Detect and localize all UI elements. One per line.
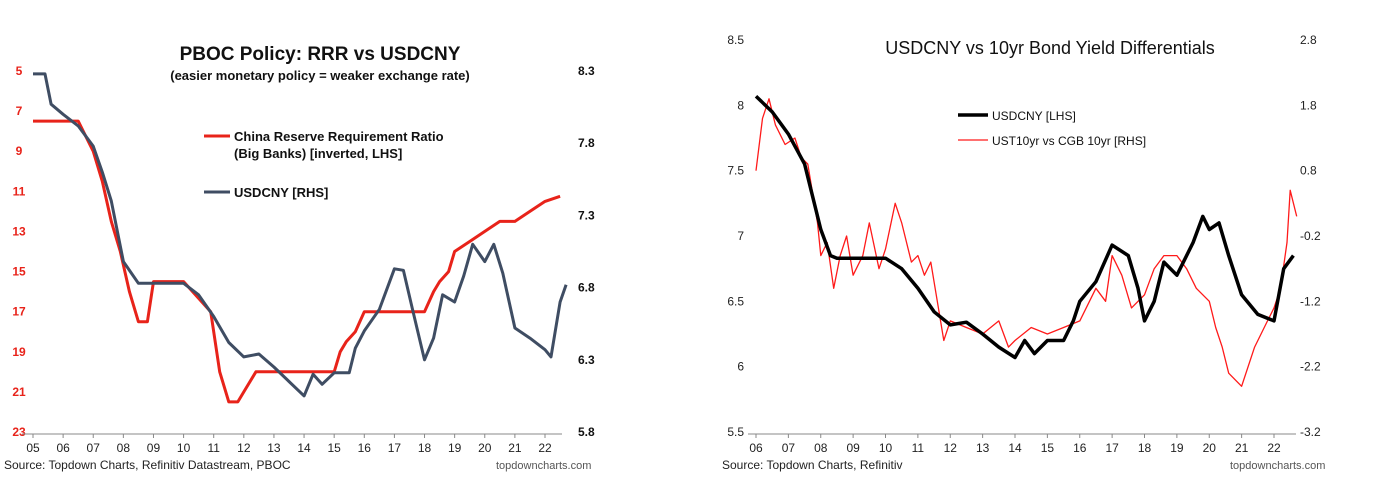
brand-label: topdowncharts.com xyxy=(1230,460,1326,472)
chart-panel-left: PBOC Policy: RRR vs USDCNY (easier moneta… xyxy=(4,44,595,472)
series-line-0 xyxy=(33,119,561,404)
right-axis-tick-label: -0.2 xyxy=(1300,229,1321,243)
legend-label-0-line2: (Big Banks) [inverted, LHS] xyxy=(234,146,402,161)
right-axis-tick-label: -2.2 xyxy=(1300,360,1321,374)
x-axis-tick-label: 17 xyxy=(1105,441,1119,455)
left-axis-tick-label: 13 xyxy=(12,224,26,238)
left-axis-tick-label: 8.5 xyxy=(727,33,744,47)
left-axis-tick-label: 19 xyxy=(12,345,26,359)
left-axis-tick-label: 6 xyxy=(737,360,744,374)
right-axis-tick-label: 7.8 xyxy=(578,136,595,150)
x-axis-tick-label: 19 xyxy=(448,441,462,455)
x-axis-tick-label: 07 xyxy=(782,441,796,455)
chart-subtitle: (easier monetary policy = weaker exchang… xyxy=(170,68,470,83)
x-axis-tick-label: 20 xyxy=(1203,441,1217,455)
brand-label: topdowncharts.com xyxy=(496,460,592,472)
x-axis-tick-label: 17 xyxy=(388,441,402,455)
x-axis-tick-label: 21 xyxy=(1235,441,1249,455)
x-axis-tick-label: 16 xyxy=(1073,441,1087,455)
chart-panel-right: USDCNY vs 10yr Bond Yield Differentials 8… xyxy=(692,0,1384,495)
right-axis-tick-label: -1.2 xyxy=(1300,294,1321,308)
right-axis-tick-label: 2.8 xyxy=(1300,33,1317,47)
left-axis-tick-label: 5 xyxy=(16,64,23,78)
x-axis-tick-label: 15 xyxy=(1041,441,1055,455)
x-axis-tick-label: 05 xyxy=(26,441,40,455)
left-axis-tick-label: 23 xyxy=(12,425,26,439)
x-axis-tick-label: 10 xyxy=(177,441,191,455)
right-axis-tick-label: 6.8 xyxy=(578,281,595,295)
x-axis-tick-label: 18 xyxy=(418,441,432,455)
x-axis-tick-label: 13 xyxy=(267,441,281,455)
x-axis-tick-label: 08 xyxy=(117,441,131,455)
x-axis-tick-label: 08 xyxy=(814,441,828,455)
x-axis-tick-label: 09 xyxy=(846,441,860,455)
x-axis-tick-label: 12 xyxy=(944,441,958,455)
usdcny-vs-yield-chart: USDCNY vs 10yr Bond Yield Differentials 8… xyxy=(727,33,1321,455)
x-axis-tick-label: 09 xyxy=(147,441,161,455)
x-axis-tick-label: 14 xyxy=(1008,441,1022,455)
x-axis-tick-label: 18 xyxy=(1138,441,1152,455)
legend-label-0: China Reserve Requirement Ratio xyxy=(234,129,444,144)
rrr-vs-usdcny-chart: PBOC Policy: RRR vs USDCNY (easier moneta… xyxy=(12,44,595,455)
x-axis-tick-label: 15 xyxy=(327,441,341,455)
x-axis-tick-label: 20 xyxy=(478,441,492,455)
left-axis-tick-label: 17 xyxy=(12,305,26,319)
x-axis-tick-label: 10 xyxy=(879,441,893,455)
x-axis-tick-label: 11 xyxy=(207,441,220,455)
x-axis-tick-label: 16 xyxy=(358,441,372,455)
x-axis-tick-label: 22 xyxy=(538,441,552,455)
x-axis-tick-label: 22 xyxy=(1267,441,1281,455)
legend-label-0: USDCNY [LHS] xyxy=(992,109,1076,123)
left-axis-tick-label: 8 xyxy=(737,98,744,112)
left-axis-tick-label: 6.5 xyxy=(727,294,744,308)
x-axis-tick-label: 06 xyxy=(749,441,763,455)
left-axis-tick-label: 9 xyxy=(16,144,23,158)
left-axis-tick-label: 7.5 xyxy=(727,164,744,178)
chart-title: USDCNY vs 10yr Bond Yield Differentials xyxy=(885,38,1214,58)
chart-title: PBOC Policy: RRR vs USDCNY xyxy=(180,44,461,65)
source-note: Source: Topdown Charts, Refinitiv xyxy=(722,458,903,472)
right-axis-tick-label: -3.2 xyxy=(1300,425,1321,439)
right-axis-tick-label: 7.3 xyxy=(578,208,595,222)
right-axis-tick-label: 5.8 xyxy=(578,425,595,439)
x-axis-tick-label: 07 xyxy=(87,441,101,455)
right-axis-tick-label: 8.3 xyxy=(578,64,595,78)
left-axis-tick-label: 11 xyxy=(13,184,26,198)
legend-label-1: UST10yr vs CGB 10yr [RHS] xyxy=(992,134,1146,148)
source-note: Source: Topdown Charts, Refinitiv Datast… xyxy=(4,458,291,472)
x-axis-tick-label: 21 xyxy=(508,441,522,455)
legend-label-1: USDCNY [RHS] xyxy=(234,185,328,200)
series-line-1 xyxy=(33,72,568,398)
right-axis-tick-label: 6.3 xyxy=(578,353,595,367)
x-axis-tick-label: 12 xyxy=(237,441,251,455)
right-axis-tick-label: 1.8 xyxy=(1300,98,1317,112)
left-axis-tick-label: 21 xyxy=(12,385,26,399)
left-axis-tick-label: 7 xyxy=(737,229,744,243)
x-axis-tick-label: 06 xyxy=(56,441,70,455)
left-axis-tick-label: 15 xyxy=(12,265,26,279)
right-axis-tick-label: 0.8 xyxy=(1300,164,1317,178)
left-axis-tick-label: 5.5 xyxy=(727,425,744,439)
x-axis-tick-label: 13 xyxy=(976,441,990,455)
x-axis-tick-label: 19 xyxy=(1170,441,1184,455)
x-axis-tick-label: 11 xyxy=(912,441,925,455)
x-axis-tick-label: 14 xyxy=(297,441,311,455)
series-line-0 xyxy=(754,94,1295,360)
left-axis-tick-label: 7 xyxy=(16,104,23,118)
